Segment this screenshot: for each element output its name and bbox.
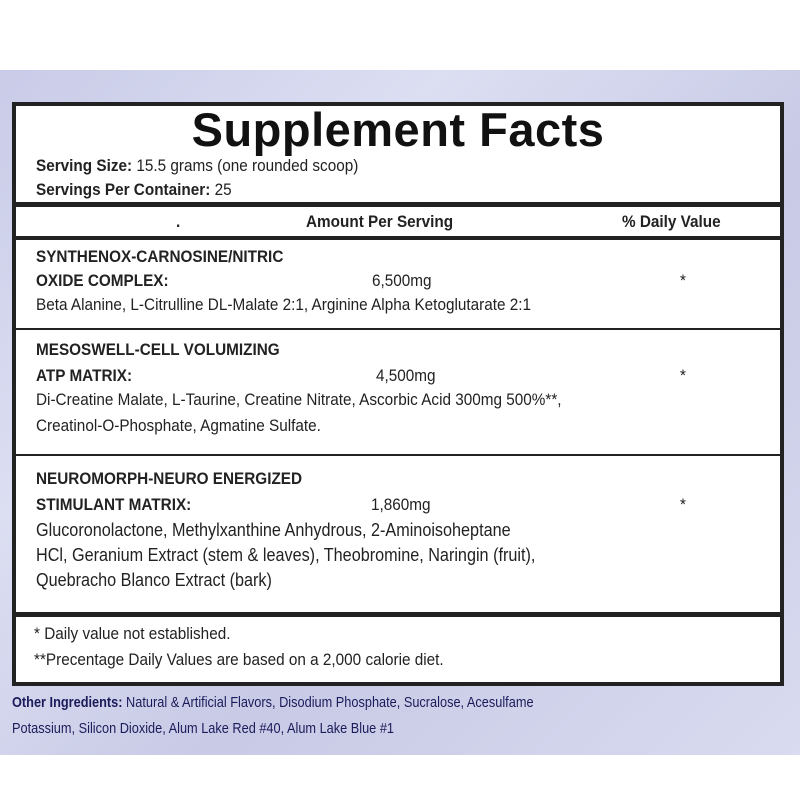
serving-size: Serving Size: 15.5 grams (one rounded sc…: [36, 156, 358, 176]
other-ingredients-label: Other Ingredients:: [12, 694, 123, 711]
section-ingredients: Quebracho Blanco Extract (bark): [36, 570, 272, 590]
header-daily-value: % Daily Value: [622, 212, 721, 231]
other-ingredients: Other Ingredients: Natural & Artificial …: [12, 694, 534, 712]
serving-size-value: 15.5 grams (one rounded scoop): [136, 156, 359, 175]
section-name: SYNTHENOX-CARNOSINE/NITRIC: [36, 247, 284, 266]
panel-title: Supplement Facts: [191, 103, 605, 156]
footnote: **Precentage Daily Values are based on a…: [34, 650, 444, 669]
footnote: * Daily value not established.: [34, 624, 231, 643]
section-name: STIMULANT MATRIX:: [36, 495, 192, 514]
section-name: MESOSWELL-CELL VOLUMIZING: [36, 340, 280, 359]
serving-size-label: Serving Size:: [36, 156, 133, 175]
section-amount: 4,500mg: [376, 366, 436, 385]
section-name: ATP MATRIX:: [36, 366, 133, 385]
section-ingredients: Creatinol-O-Phosphate, Agmatine Sulfate.: [36, 416, 321, 435]
servings-label: Servings Per Container:: [36, 180, 211, 199]
section-amount: 1,860mg: [371, 495, 431, 514]
section-dv: *: [680, 495, 686, 514]
header-marker: .: [176, 212, 181, 231]
section-name: OXIDE COMPLEX:: [36, 271, 169, 290]
divider: [16, 202, 780, 207]
divider: [16, 236, 780, 240]
section-name: NEUROMORPH-NEURO ENERGIZED: [36, 469, 303, 488]
divider: [16, 328, 780, 330]
section-dv: *: [680, 271, 686, 290]
divider: [16, 454, 780, 456]
section-ingredients: Glucoronolactone, Methylxanthine Anhydro…: [36, 520, 511, 540]
servings-value: 25: [214, 180, 232, 199]
divider: [16, 612, 780, 617]
section-amount: 6,500mg: [372, 271, 432, 290]
other-ingredients-line: Natural & Artificial Flavors, Disodium P…: [126, 694, 534, 711]
header-amount: Amount Per Serving: [306, 212, 454, 231]
servings-per-container: Servings Per Container: 25: [36, 180, 232, 200]
section-ingredients: Di-Creatine Malate, L-Taurine, Creatine …: [36, 390, 562, 409]
section-ingredients: Beta Alanine, L-Citrulline DL-Malate 2:1…: [36, 295, 532, 314]
supplement-facts-panel: Supplement Facts Serving Size: 15.5 gram…: [12, 102, 784, 686]
section-dv: *: [680, 366, 686, 385]
section-ingredients: HCl, Geranium Extract (stem & leaves), T…: [36, 545, 536, 565]
other-ingredients-line: Potassium, Silicon Dioxide, Alum Lake Re…: [12, 720, 395, 737]
